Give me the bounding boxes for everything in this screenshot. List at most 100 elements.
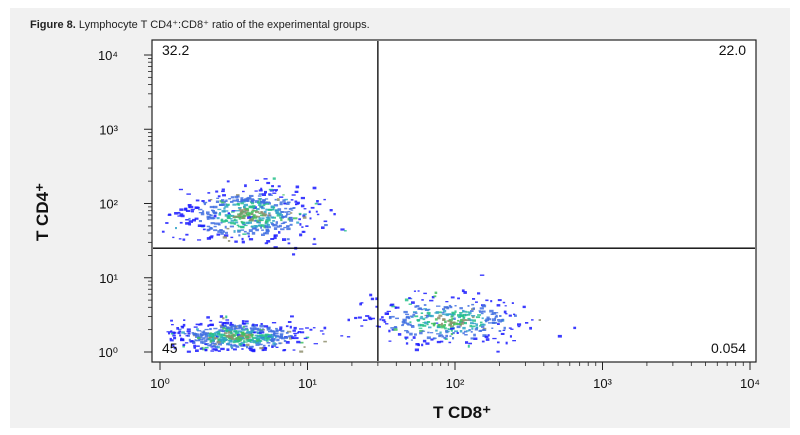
event-dot <box>214 332 218 334</box>
event-dot <box>260 226 263 229</box>
event-dot <box>443 337 447 339</box>
event-dot <box>223 234 229 237</box>
event-dot <box>244 327 249 331</box>
event-dot <box>436 305 441 307</box>
event-dot <box>254 219 257 222</box>
event-dot <box>497 323 500 325</box>
event-dot <box>263 213 268 216</box>
event-dot <box>250 210 254 213</box>
event-dot <box>401 324 404 327</box>
event-dot <box>214 337 218 340</box>
event-dot <box>511 302 514 304</box>
event-dot <box>238 234 241 237</box>
event-dot <box>427 321 431 323</box>
event-dot <box>189 205 194 209</box>
quadrant-label-lower-left: 45 <box>162 340 178 356</box>
event-dot <box>517 325 521 328</box>
event-dot <box>445 301 449 303</box>
event-dot <box>499 315 502 317</box>
event-dot <box>242 222 246 225</box>
event-dot <box>213 342 217 345</box>
event-dot <box>220 218 224 221</box>
event-dot <box>252 340 256 342</box>
event-dot <box>174 212 179 215</box>
event-dot <box>211 210 215 213</box>
y-tick-label: 10⁴ <box>98 48 118 63</box>
event-dot <box>180 214 185 218</box>
event-dot <box>470 310 474 312</box>
event-dot <box>233 344 237 346</box>
event-dot <box>238 335 244 338</box>
event-dot <box>271 344 275 347</box>
event-dot <box>406 331 410 334</box>
event-dot <box>274 343 278 345</box>
event-dot <box>287 242 291 245</box>
event-dot <box>441 335 445 338</box>
event-dot <box>525 322 529 324</box>
event-dot <box>488 322 492 324</box>
event-dot <box>261 233 265 236</box>
event-dot <box>175 227 177 230</box>
event-dot <box>423 308 428 310</box>
event-dot <box>279 224 282 228</box>
event-dot <box>223 324 227 327</box>
event-dot <box>230 221 235 225</box>
event-dot <box>230 236 234 239</box>
event-dot <box>279 196 284 198</box>
x-tick-label: 10⁰ <box>150 376 170 391</box>
event-dot <box>346 336 351 338</box>
event-dot <box>238 325 241 328</box>
event-dot <box>173 337 177 340</box>
event-dot <box>289 335 293 338</box>
event-dot <box>287 210 291 213</box>
event-dot <box>495 314 498 317</box>
event-dot <box>244 341 248 343</box>
event-dot <box>265 334 269 337</box>
event-dot <box>213 214 217 218</box>
event-dot <box>251 349 256 352</box>
event-dot <box>202 332 207 335</box>
event-dot <box>433 295 437 298</box>
event-dot <box>296 221 300 224</box>
event-dot <box>208 337 212 339</box>
event-dot <box>202 228 206 231</box>
event-dot <box>453 317 456 320</box>
event-dot <box>451 312 456 316</box>
event-dot <box>443 324 446 327</box>
event-dot <box>255 228 259 232</box>
event-dot <box>280 222 284 225</box>
event-dot <box>178 238 182 240</box>
event-dot <box>241 217 246 220</box>
event-dot <box>259 331 263 334</box>
event-dot <box>260 201 265 204</box>
event-dot <box>435 311 439 314</box>
event-dot <box>375 305 378 308</box>
event-dot <box>426 312 431 315</box>
event-dot <box>210 222 215 225</box>
event-dot <box>224 332 228 335</box>
event-dot <box>268 193 272 196</box>
event-dot <box>492 321 495 324</box>
event-dot <box>240 202 244 205</box>
event-dot <box>248 215 251 217</box>
event-dot <box>206 214 212 216</box>
event-dot <box>463 291 467 294</box>
event-dot <box>287 213 291 215</box>
event-dot <box>248 331 252 334</box>
event-dot <box>192 218 196 222</box>
event-dot <box>303 230 306 233</box>
event-dot <box>201 342 206 344</box>
event-dot <box>503 310 507 314</box>
event-dot <box>290 199 294 201</box>
event-dot <box>431 296 435 299</box>
event-dot <box>257 337 260 339</box>
event-dot <box>479 321 483 323</box>
event-dot <box>224 225 227 229</box>
event-dot <box>434 318 438 321</box>
event-dot <box>436 325 440 328</box>
event-dot <box>347 318 350 322</box>
event-dot <box>497 321 502 323</box>
event-dot <box>216 340 221 344</box>
y-axis-title: T CD4⁺ <box>33 183 52 241</box>
x-axis-title: T CD8⁺ <box>433 403 491 422</box>
